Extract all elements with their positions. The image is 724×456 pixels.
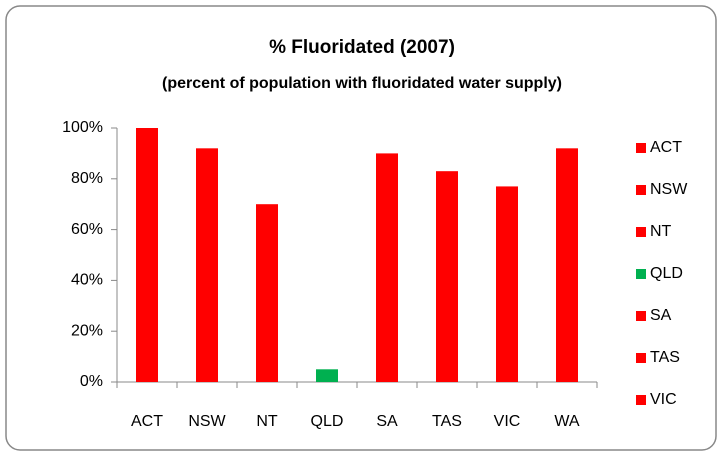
x-tick-label: WA (554, 413, 580, 430)
x-tick-label: VIC (494, 413, 521, 430)
bar (136, 128, 158, 382)
legend-label: SA (650, 307, 672, 324)
y-tick-label: 20% (71, 322, 103, 339)
chart-title: % Fluoridated (2007) (269, 37, 455, 58)
x-tick-label: ACT (131, 413, 163, 430)
x-tick-label: NT (256, 413, 278, 430)
bar (316, 369, 338, 382)
legend-swatch (636, 269, 646, 279)
y-tick-label: 100% (62, 119, 103, 136)
bar (436, 171, 458, 382)
legend-swatch (636, 395, 646, 405)
legend-swatch (636, 143, 646, 153)
legend-swatch (636, 311, 646, 321)
bar (496, 186, 518, 382)
x-tick-label: SA (376, 413, 398, 430)
chart-subtitle: (percent of population with fluoridated … (162, 75, 562, 92)
legend-label: NT (650, 223, 672, 240)
x-tick-label: QLD (311, 413, 344, 430)
legend-swatch (636, 353, 646, 363)
legend-label: ACT (650, 139, 682, 156)
y-tick-label: 80% (71, 170, 103, 187)
y-tick-label: 40% (71, 272, 103, 289)
y-tick-label: 0% (80, 373, 103, 390)
y-tick-label: 60% (71, 221, 103, 238)
bar (376, 153, 398, 382)
legend-label: VIC (650, 391, 677, 408)
legend-swatch (636, 185, 646, 195)
x-tick-label: NSW (188, 413, 226, 430)
legend-label: NSW (650, 181, 688, 198)
chart-frame (5, 5, 717, 451)
bar (556, 148, 578, 382)
bar (256, 204, 278, 382)
x-tick-label: TAS (432, 413, 462, 430)
legend-label: QLD (650, 265, 683, 282)
bar (196, 148, 218, 382)
legend-swatch (636, 227, 646, 237)
legend-label: TAS (650, 349, 680, 366)
